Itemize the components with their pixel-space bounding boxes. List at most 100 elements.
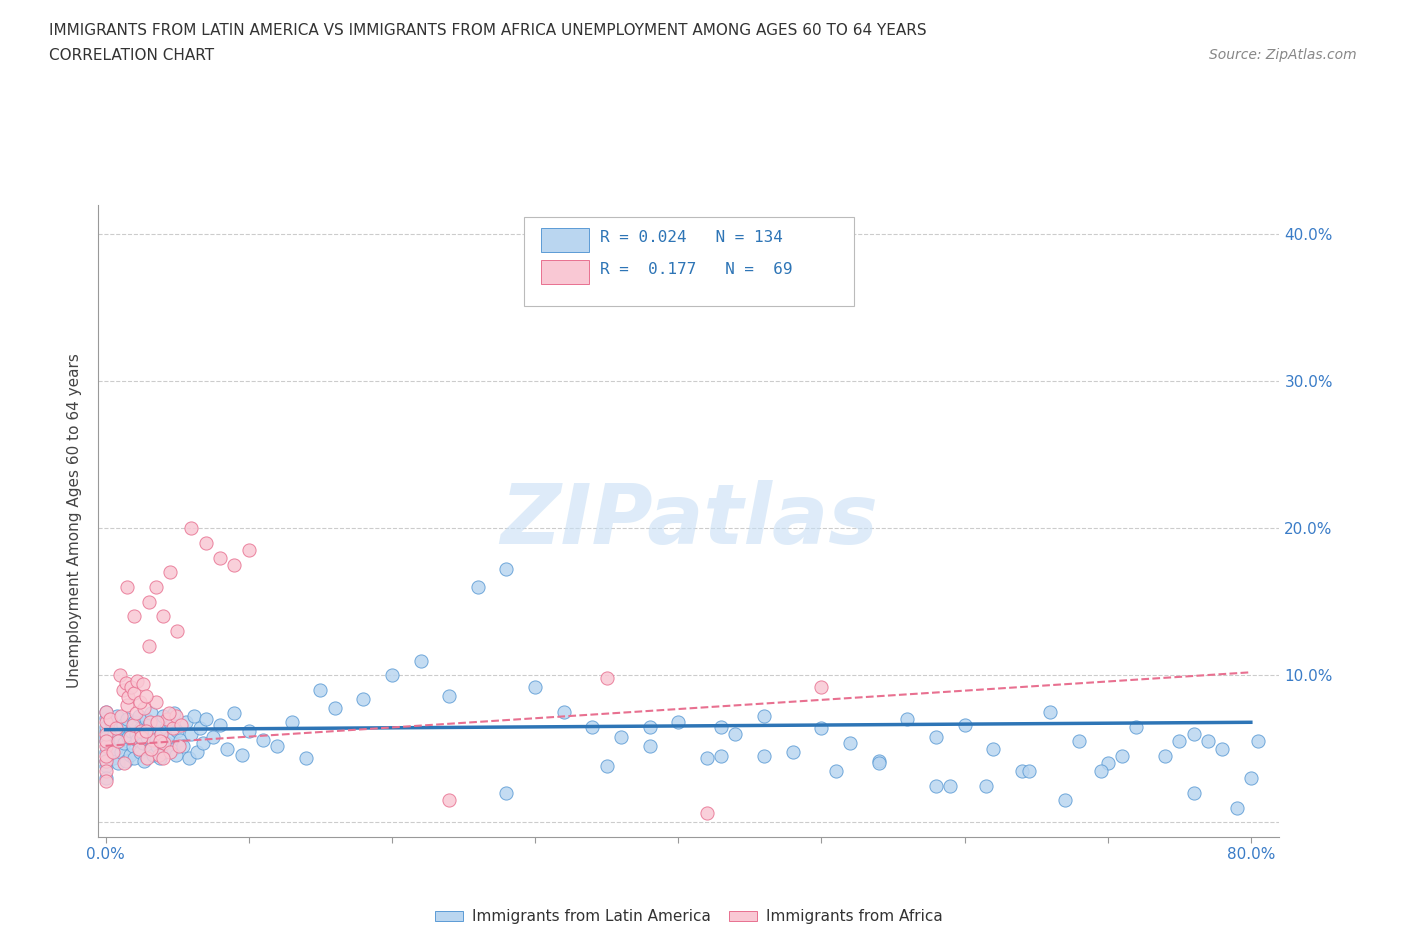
Text: IMMIGRANTS FROM LATIN AMERICA VS IMMIGRANTS FROM AFRICA UNEMPLOYMENT AMONG AGES : IMMIGRANTS FROM LATIN AMERICA VS IMMIGRA…	[49, 23, 927, 38]
Point	[157, 706, 180, 721]
Point	[118, 747, 141, 762]
Point	[150, 726, 173, 741]
Point	[98, 711, 121, 726]
Point	[868, 753, 890, 768]
Point	[610, 729, 633, 744]
Legend: Immigrants from Latin America, Immigrants from Africa: Immigrants from Latin America, Immigrant…	[429, 903, 949, 930]
Point	[145, 579, 167, 594]
Point	[112, 756, 135, 771]
Point	[1168, 734, 1191, 749]
Point	[103, 726, 125, 741]
Point	[191, 736, 214, 751]
Point	[1125, 719, 1147, 734]
Point	[209, 718, 232, 733]
Point	[1039, 705, 1062, 720]
Point	[125, 673, 148, 688]
Point	[145, 733, 167, 748]
Point	[183, 709, 205, 724]
Point	[467, 579, 489, 594]
Point	[132, 677, 155, 692]
Point	[101, 744, 124, 759]
Point	[128, 741, 150, 756]
Point	[724, 726, 747, 741]
Point	[115, 579, 138, 594]
Point	[136, 729, 159, 744]
Point	[1067, 734, 1090, 749]
Point	[139, 715, 162, 730]
Point	[352, 691, 374, 706]
Point	[94, 711, 117, 725]
Point	[824, 764, 846, 778]
Point	[124, 706, 146, 721]
Point	[101, 751, 124, 765]
Point	[381, 668, 404, 683]
Point	[1154, 749, 1177, 764]
Point	[1197, 734, 1219, 749]
Point	[122, 751, 145, 765]
Text: R =  0.177   N =  69: R = 0.177 N = 69	[600, 261, 793, 276]
Point	[159, 729, 181, 744]
Point	[122, 609, 145, 624]
Point	[108, 721, 131, 736]
Point	[153, 744, 176, 759]
Point	[122, 685, 145, 700]
Point	[595, 759, 617, 774]
Point	[839, 736, 862, 751]
Point	[100, 715, 122, 730]
Point	[165, 709, 187, 724]
Point	[160, 718, 183, 733]
Point	[145, 695, 167, 710]
Point	[114, 753, 136, 768]
Point	[121, 718, 143, 733]
Point	[138, 718, 160, 733]
Point	[122, 715, 145, 730]
Point	[896, 711, 918, 726]
Point	[162, 721, 184, 736]
Point	[238, 724, 260, 738]
Point	[149, 734, 172, 749]
Point	[1097, 756, 1119, 771]
Point	[595, 671, 617, 685]
Point	[409, 653, 432, 668]
Point	[136, 751, 159, 765]
Point	[132, 736, 155, 751]
Point	[98, 738, 121, 753]
Point	[180, 521, 202, 536]
Point	[437, 688, 460, 703]
Point	[117, 729, 139, 744]
Point	[94, 734, 117, 749]
Point	[120, 680, 142, 695]
Point	[156, 736, 179, 751]
Point	[141, 741, 163, 756]
Point	[1111, 749, 1133, 764]
Point	[280, 715, 302, 730]
Point	[152, 709, 174, 724]
Point	[309, 683, 332, 698]
Point	[110, 744, 132, 759]
Point	[981, 741, 1004, 756]
Point	[666, 715, 689, 730]
Point	[188, 721, 211, 736]
Point	[553, 705, 575, 720]
Point	[162, 741, 184, 756]
Y-axis label: Unemployment Among Ages 60 to 64 years: Unemployment Among Ages 60 to 64 years	[67, 353, 83, 688]
Point	[217, 741, 239, 756]
Point	[105, 709, 128, 724]
Point	[108, 668, 131, 683]
Point	[115, 711, 138, 726]
Point	[94, 764, 117, 778]
Point	[295, 751, 318, 765]
Point	[1182, 726, 1205, 741]
Point	[152, 751, 174, 765]
Point	[135, 688, 157, 703]
Point	[581, 719, 603, 734]
Point	[495, 562, 517, 577]
Point	[1225, 800, 1247, 815]
Point	[163, 706, 186, 721]
Point	[201, 729, 224, 744]
Point	[104, 721, 127, 736]
Point	[323, 700, 346, 715]
Point	[121, 738, 143, 753]
Point	[238, 543, 260, 558]
Point	[112, 736, 135, 751]
